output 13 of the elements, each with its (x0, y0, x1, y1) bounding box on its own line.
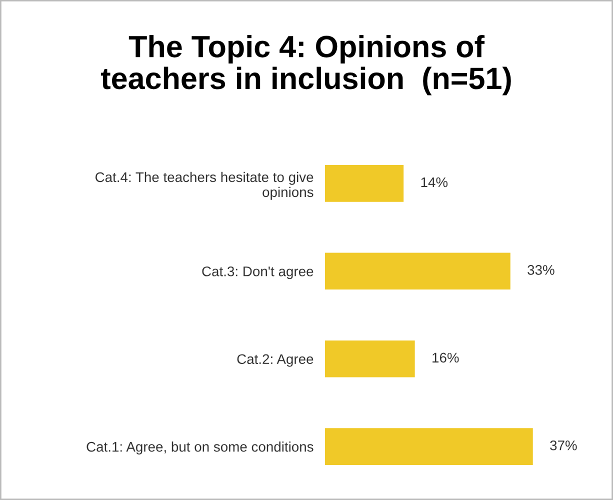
chart-title: The Topic 4: Opinions of teachers in inclusion (n=51) (101, 35, 511, 96)
y-tick-label: Cat.4: The teachers hesitate to give opinions (95, 172, 314, 200)
y-tick-label: Cat.3: Don't agree (202, 266, 314, 280)
data-label: 33% (528, 265, 554, 275)
bar (324, 340, 415, 378)
bar (324, 165, 404, 202)
data-label: 16% (432, 352, 459, 363)
data-label: 14% (421, 177, 448, 188)
data-label: 37% (550, 440, 577, 450)
bar (324, 252, 510, 290)
bar (324, 428, 533, 465)
y-tick-label: Cat.2: Agree (237, 354, 314, 367)
y-tick-label: Cat.1: Agree, but on some conditions (86, 442, 314, 454)
